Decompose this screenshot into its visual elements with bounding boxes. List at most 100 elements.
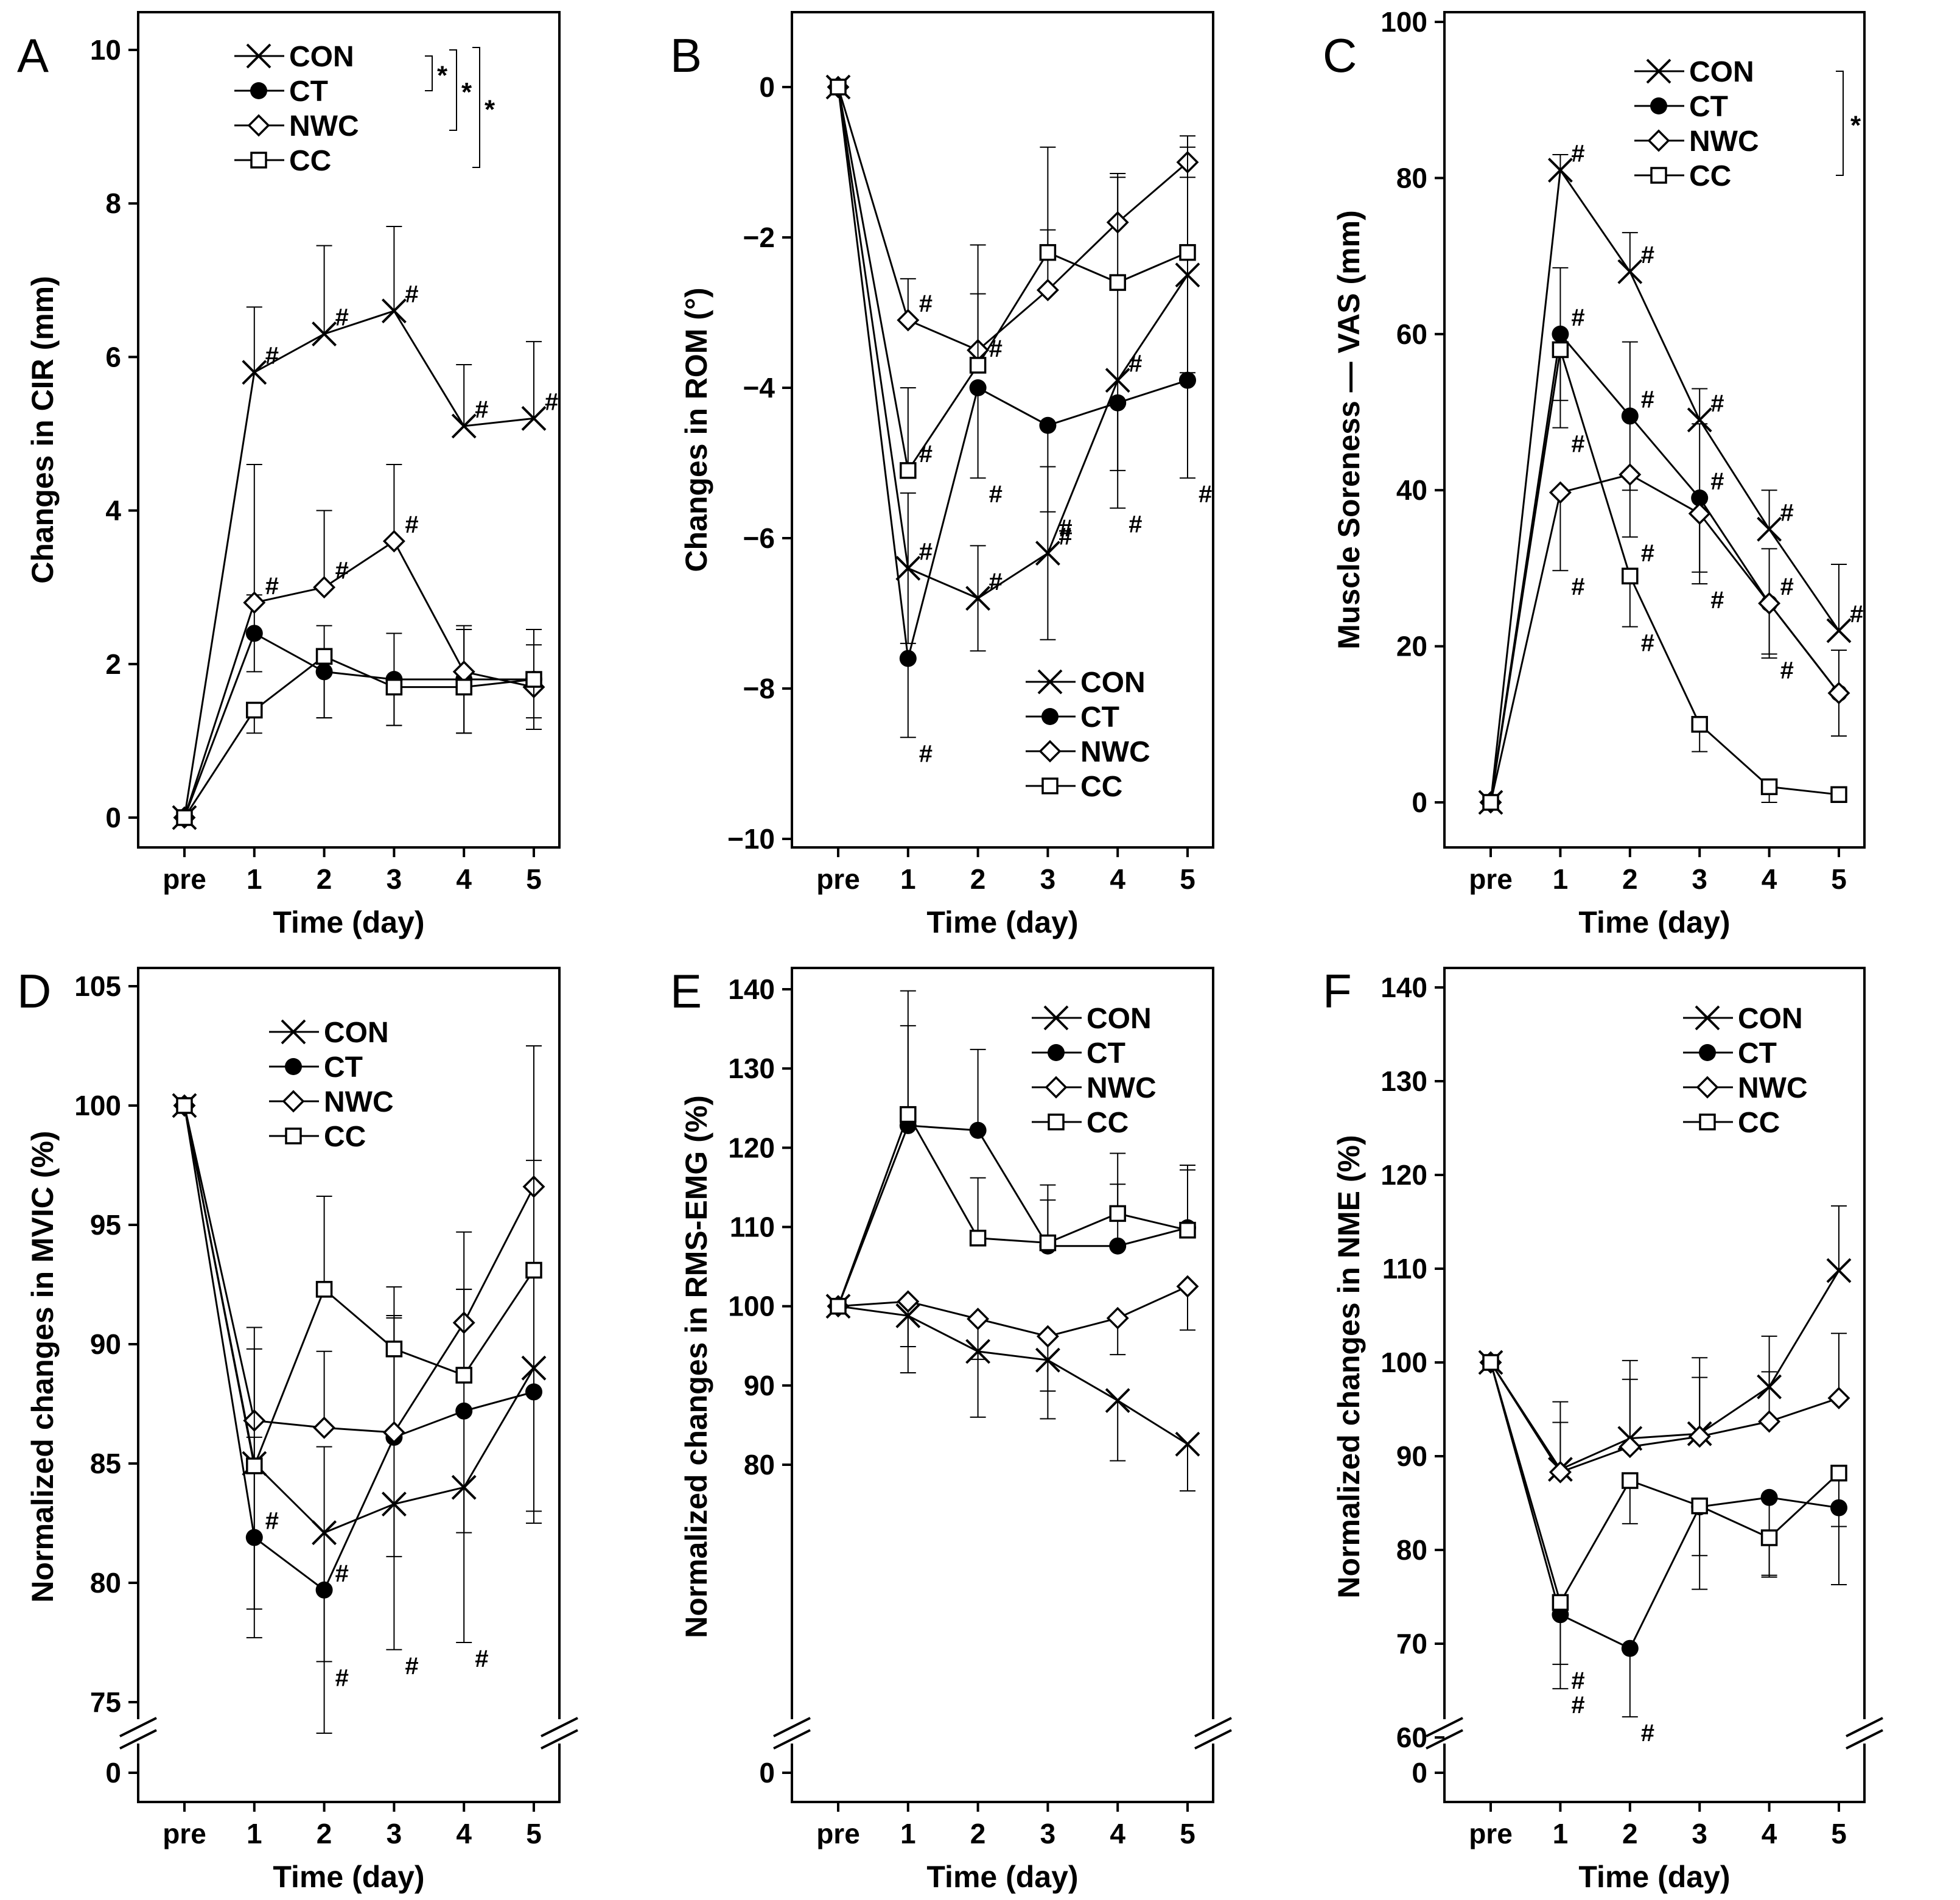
panel-b: 0 −2 −4 −6 −8 −10 pre 1 2 3 4 5 Time (day) Changes in… — [670, 11, 1214, 939]
data-point — [1622, 567, 1639, 584]
legend-entry: CT — [1032, 1037, 1125, 1070]
error-bar — [1180, 1444, 1195, 1492]
data-point — [897, 309, 920, 332]
legend-entry: NWC — [269, 1086, 394, 1118]
significance-hash: # — [1780, 499, 1794, 526]
data-point — [1176, 1275, 1199, 1298]
legend-marker — [1646, 58, 1671, 84]
panel-c: 0 20 40 60 80 100 pre 1 2 3 4 5 Time (day) Muscle Sor… — [1323, 6, 1866, 939]
series-line — [1489, 167, 1840, 803]
series-con: # # # # # — [172, 226, 558, 830]
y-tick-label: 100 — [1381, 1347, 1427, 1378]
error-bar — [456, 364, 472, 426]
axis-break-right — [1194, 1717, 1232, 1750]
data-point — [1549, 481, 1572, 504]
legend-label: CT — [1689, 91, 1728, 123]
data-point — [1827, 682, 1850, 704]
plot-border-lower — [137, 1744, 561, 1803]
legend-label: CON — [1689, 56, 1754, 88]
error-bar — [1180, 1169, 1195, 1230]
data-point — [1175, 1431, 1200, 1457]
legend-entry: CON — [1683, 1003, 1803, 1035]
y-tick-label: 80 — [744, 1449, 775, 1481]
legend-label: CT — [1080, 701, 1119, 734]
legend-marker — [285, 1127, 302, 1145]
legend-label: CC — [1080, 771, 1122, 803]
legend-marker — [1647, 129, 1670, 152]
x-tick-label: 3 — [1040, 863, 1056, 895]
series-line — [183, 1105, 535, 1470]
significance-hash: # — [1641, 630, 1654, 657]
significance-hash: # — [545, 388, 558, 415]
data-point — [455, 1402, 473, 1420]
data-point — [1688, 502, 1711, 525]
y-tick-label: 10 — [90, 34, 121, 66]
legend-marker — [250, 152, 267, 169]
x-tick-label: 5 — [1180, 1818, 1195, 1849]
data-point — [525, 1261, 542, 1279]
significance-hash: # — [1571, 431, 1584, 458]
data-point — [313, 576, 336, 599]
axis-break-right — [1846, 1717, 1883, 1750]
significance-hash: # — [1641, 242, 1654, 268]
legend-marker — [1695, 1005, 1720, 1031]
data-point — [1035, 541, 1060, 566]
y-tick-label: 75 — [90, 1686, 121, 1718]
x-axis-label: Time (day) — [1578, 1860, 1730, 1894]
error-bar — [1110, 402, 1126, 509]
data-point — [900, 462, 917, 479]
data-point — [1688, 1425, 1711, 1448]
data-point — [382, 530, 405, 553]
significance-hash: # — [1710, 390, 1724, 417]
series-line — [183, 655, 534, 818]
legend-entry: CC — [1634, 160, 1731, 192]
panel-f: 0 60 70 80 90 100 110 120 130 140 pre 1 2 3 4 5 Time (da… — [1323, 964, 1883, 1894]
y-tick-label: 40 — [1396, 474, 1427, 506]
data-point — [313, 1416, 336, 1439]
legend-entry: CC — [269, 1121, 366, 1153]
data-point — [525, 1383, 542, 1401]
x-axis-label: Time (day) — [926, 905, 1078, 939]
plot-frame — [1443, 11, 1866, 849]
legend-label: NWC — [1080, 736, 1150, 768]
data-point — [1552, 1594, 1569, 1611]
legend-marker — [1038, 740, 1062, 763]
data-point — [1482, 794, 1499, 811]
x-tick-label: 3 — [1040, 1818, 1056, 1849]
y-tick-label: 8 — [105, 188, 121, 219]
error-bar — [970, 1351, 986, 1418]
x-tick-label: 3 — [387, 1818, 402, 1849]
legend-marker — [250, 82, 267, 99]
y-axis-label: Normalized changes in MVIC (%) — [26, 1131, 60, 1602]
error-bar — [1552, 153, 1569, 170]
bracket — [425, 55, 433, 91]
error-bar — [316, 1195, 332, 1289]
y-tick-label: 100 — [728, 1291, 775, 1322]
error-bar — [526, 1160, 542, 1271]
series-cc — [176, 648, 542, 826]
axis-break-left — [119, 1717, 157, 1750]
data-point — [525, 671, 542, 688]
bracket — [1836, 71, 1844, 176]
series-con — [1478, 1205, 1852, 1482]
error-bar — [1552, 349, 1569, 429]
series-nwc — [1479, 1333, 1850, 1484]
axis-break-left — [773, 1717, 811, 1750]
x-tick-label: pre — [816, 1818, 860, 1849]
legend-entry: CON — [1032, 1003, 1152, 1035]
x-tick-label: 1 — [247, 863, 262, 895]
x-tick-label: pre — [1469, 863, 1513, 895]
legend-label: NWC — [1087, 1072, 1157, 1104]
data-point — [1619, 1436, 1642, 1459]
series-line — [837, 1112, 1188, 1307]
legend-entry: CC — [1032, 1107, 1129, 1139]
significance-hash: # — [1571, 573, 1584, 600]
legend-entry: NWC — [1683, 1072, 1808, 1104]
panel-letter: E — [670, 964, 702, 1018]
significance-hash: # — [989, 569, 1003, 595]
data-point — [385, 1341, 403, 1358]
legend-label: CON — [1087, 1003, 1152, 1035]
y-tick-label: 80 — [1396, 162, 1427, 194]
y-tick-label: 85 — [90, 1448, 121, 1479]
